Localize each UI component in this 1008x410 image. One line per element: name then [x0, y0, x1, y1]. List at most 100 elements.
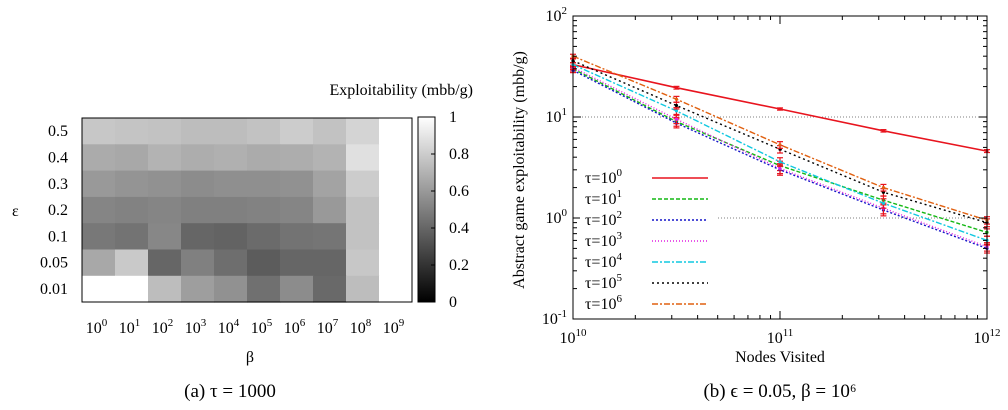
legend-label: τ=101: [585, 188, 622, 208]
data-point: [881, 129, 886, 133]
heatmap-cell: [82, 275, 116, 303]
heatmap-cell: [148, 170, 182, 198]
y-tick-label: 101: [546, 106, 568, 126]
heatmap-cell: [82, 144, 116, 172]
data-point: [674, 86, 679, 90]
heatmap-panel: 0.50.40.30.20.10.050.01 100 101 102 103 104 1…: [12, 82, 473, 402]
heatmap-cell: [280, 223, 314, 250]
colorbar-tick-label: 0: [449, 294, 457, 311]
heatmap-cell: [313, 275, 347, 303]
heatmap-cell: [181, 196, 215, 224]
heatmap-cell: [115, 170, 149, 198]
heatmap-cell: [313, 249, 347, 277]
heatmap-cell: [148, 196, 182, 224]
data-point: [674, 103, 679, 108]
heatmap-cell: [379, 118, 413, 145]
heatmap-y-tick-label: 0.5: [48, 123, 68, 140]
heatmap-cell: [181, 170, 215, 198]
heatmap-y-tick-label: 0.3: [48, 176, 68, 193]
heatmap-cell: [379, 170, 413, 198]
heatmap-x-tick-label: 100: [86, 317, 108, 337]
x-tick-label: 1010: [560, 327, 588, 347]
heatmap-x-ticks: 100 101 102 103 104 105 106 107 108 109: [86, 317, 405, 337]
heatmap-cell: [313, 170, 347, 198]
colorbar-ticks: 0 0.2 0.4 0.6 0.8 1: [431, 109, 469, 311]
heatmap-cells: [82, 118, 413, 303]
heatmap-cell: [82, 223, 116, 250]
y-tick-label: 10-1: [542, 308, 567, 328]
heatmap-cell: [346, 275, 380, 303]
heatmap-cell: [181, 275, 215, 303]
colorbar: [417, 116, 436, 303]
heatmap-cell: [313, 118, 347, 145]
heatmap-x-tick-label: 105: [251, 317, 273, 337]
colorbar-tick-label: 0.4: [449, 220, 469, 237]
heatmap-cell: [346, 144, 380, 172]
heatmap-cell: [214, 275, 248, 303]
heatmap-y-tick-label: 0.2: [48, 202, 68, 219]
heatmap-cell: [82, 118, 116, 145]
heatmap-cell: [346, 170, 380, 198]
heatmap-cell: [214, 170, 248, 198]
heatmap-cell: [214, 223, 248, 250]
line-chart-y-axis-label: Abstract game exploitability (mbb/g): [511, 51, 528, 289]
heatmap-cell: [115, 249, 149, 277]
heatmap-cell: [181, 249, 215, 277]
line-chart-x-ticks: 1010 1011 1012: [560, 16, 1001, 347]
data-point: [674, 97, 679, 101]
heatmap-cell: [115, 275, 149, 303]
heatmap-cell: [379, 196, 413, 224]
y-tick-label: 100: [546, 207, 568, 227]
legend-label: τ=100: [585, 167, 622, 187]
legend-label: τ=104: [585, 251, 622, 271]
line-chart-gridlines: [573, 116, 987, 219]
heatmap-x-tick-label: 102: [152, 317, 174, 337]
heatmap-cell: [115, 196, 149, 224]
heatmap-cell: [148, 144, 182, 172]
heatmap-cell: [313, 223, 347, 250]
heatmap-cell: [247, 118, 281, 145]
heatmap-cell: [346, 118, 380, 145]
caption-b: (b) ϵ = 0.05, β = 10⁶: [703, 381, 856, 402]
heatmap-x-tick-label: 103: [185, 317, 207, 337]
heatmap-x-tick-label: 108: [350, 317, 372, 337]
heatmap-cell: [82, 196, 116, 224]
heatmap-cell: [148, 249, 182, 277]
heatmap-cell: [280, 118, 314, 145]
heatmap-cell: [247, 275, 281, 303]
heatmap-cell: [214, 196, 248, 224]
data-point: [674, 117, 679, 121]
heatmap-cell: [379, 223, 413, 250]
heatmap-cell: [247, 170, 281, 198]
colorbar-tick-label: 0.2: [449, 257, 469, 274]
heatmap-cell: [346, 223, 380, 250]
heatmap-cell: [214, 249, 248, 277]
heatmap-y-tick-label: 0.01: [40, 281, 68, 298]
heatmap-cell: [247, 196, 281, 224]
data-point: [881, 201, 886, 205]
heatmap-cell: [148, 275, 182, 303]
heatmap-cell: [247, 144, 281, 172]
heatmap-cell: [247, 249, 281, 277]
data-point: [778, 107, 782, 111]
heatmap-cell: [379, 249, 413, 277]
heatmap-x-tick-label: 101: [119, 317, 141, 337]
data-point: [778, 143, 782, 147]
heatmap-cell: [214, 118, 248, 145]
caption-a: (a) τ = 1000: [184, 381, 276, 402]
heatmap-cell: [115, 223, 149, 250]
x-tick-label: 1011: [767, 327, 794, 347]
legend-label: τ=105: [585, 272, 622, 292]
heatmap-x-tick-label: 109: [383, 317, 405, 337]
heatmap-cell: [115, 118, 149, 145]
heatmap-cell: [346, 249, 380, 277]
heatmap-cell: [280, 275, 314, 303]
heatmap-cell: [148, 118, 182, 145]
heatmap-cell: [280, 249, 314, 277]
line-chart-y-ticks: 10-1 100 101 102: [542, 5, 987, 328]
legend-label: τ=102: [585, 209, 622, 229]
colorbar-label: Exploitability (mbb/g): [329, 82, 473, 99]
line-chart-x-axis-label: Nodes Visited: [735, 349, 825, 366]
heatmap-y-tick-label: 0.05: [40, 255, 68, 272]
